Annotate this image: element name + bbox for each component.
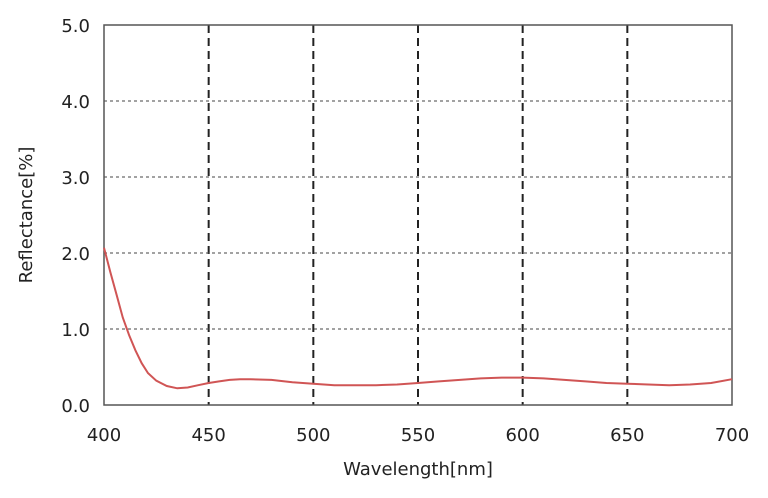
x-tick-label: 700: [715, 425, 749, 446]
series-line-reflectance: [103, 247, 733, 390]
y-tick-label: 4.0: [61, 92, 90, 113]
y-tick-label: 5.0: [61, 16, 90, 37]
y-axis-label: Reflectance[%]: [16, 147, 37, 284]
x-tick-label: 400: [87, 425, 121, 446]
plot-frame: [103, 24, 733, 406]
x-tick-label: 600: [505, 425, 539, 446]
x-tick-label: 450: [191, 425, 225, 446]
x-axis-label: Wavelength[nm]: [343, 459, 493, 480]
x-tick-label: 550: [401, 425, 435, 446]
x-tick-label: 500: [296, 425, 330, 446]
y-tick-label: 3.0: [61, 168, 90, 189]
y-tick-label: 1.0: [61, 320, 90, 341]
y-tick-label: 0.0: [61, 396, 90, 417]
y-tick-label: 2.0: [61, 244, 90, 265]
x-tick-label: 650: [610, 425, 644, 446]
